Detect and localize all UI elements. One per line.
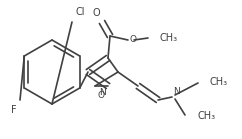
- Text: F: F: [11, 105, 17, 115]
- Text: O: O: [97, 91, 104, 100]
- Text: N: N: [173, 87, 180, 96]
- Text: CH₃: CH₃: [210, 77, 228, 87]
- Text: Cl: Cl: [76, 7, 85, 17]
- Text: N: N: [99, 88, 106, 97]
- Text: O: O: [92, 8, 100, 18]
- Text: CH₃: CH₃: [160, 33, 178, 43]
- Text: O: O: [130, 34, 137, 44]
- Text: CH₃: CH₃: [197, 111, 215, 121]
